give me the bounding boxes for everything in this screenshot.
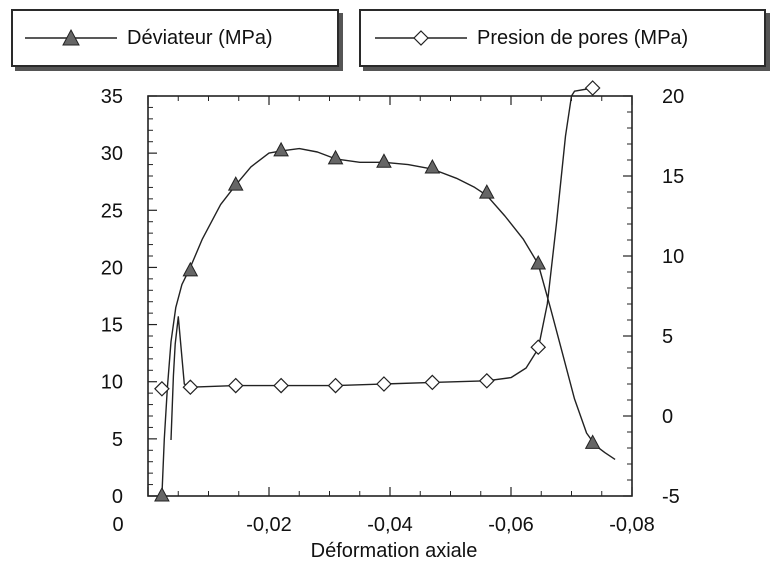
pore-pressure-legend-line-icon bbox=[375, 30, 467, 46]
y-right-tick-label: 15 bbox=[662, 166, 684, 188]
x-axis-title: Déformation axiale bbox=[311, 540, 478, 562]
y-right-tick-label: 0 bbox=[662, 406, 673, 428]
deviateur-marker bbox=[376, 153, 392, 168]
deviateur-marker bbox=[584, 434, 601, 449]
legend-label-pore-pressure: Presion de pores (MPa) bbox=[477, 26, 689, 49]
deviateur-marker bbox=[182, 261, 199, 277]
x-tick-label: -0,06 bbox=[488, 514, 534, 536]
pore-pressure-marker bbox=[478, 372, 495, 389]
y-left-tick-label: 15 bbox=[101, 315, 123, 337]
deviateur-marker bbox=[227, 176, 244, 191]
deviateur-marker bbox=[424, 158, 441, 174]
y-right-tick-label: -5 bbox=[662, 486, 680, 508]
pore-pressure-marker bbox=[327, 377, 344, 394]
deviateur-marker bbox=[273, 141, 289, 157]
legend-pore-pressure: Presion de pores (MPa) bbox=[359, 9, 766, 67]
plot-frame bbox=[147, 95, 633, 497]
deviateur-marker bbox=[530, 254, 547, 270]
legend-label-deviateur: Déviateur (MPa) bbox=[127, 26, 273, 49]
deviateur-marker bbox=[154, 486, 170, 502]
pore-pressure-marker bbox=[182, 379, 199, 396]
pore-pressure-marker bbox=[530, 339, 547, 356]
pore-pressure-marker bbox=[584, 80, 601, 96]
y-left-tick-label: 0 bbox=[112, 486, 123, 508]
x-tick-label: -0,08 bbox=[609, 514, 655, 536]
y-left-tick-label: 20 bbox=[101, 257, 123, 279]
deviateur-marker bbox=[478, 184, 495, 199]
pore-pressure-marker bbox=[154, 380, 170, 397]
legend-deviateur: Déviateur (MPa) bbox=[11, 9, 339, 67]
y-left-tick-label: 10 bbox=[101, 372, 123, 394]
deviateur-legend-line-icon bbox=[25, 28, 117, 46]
y-left-tick-label: 30 bbox=[101, 143, 123, 165]
pore-pressure-marker bbox=[273, 377, 289, 394]
x-tick-label: 0 bbox=[112, 514, 123, 536]
x-tick-label: -0,02 bbox=[246, 514, 292, 536]
x-tick-label: -0,04 bbox=[367, 514, 413, 536]
y-left-tick-label: 35 bbox=[101, 86, 123, 108]
pore-pressure-marker bbox=[424, 374, 441, 391]
y-right-tick-label: 5 bbox=[662, 326, 673, 348]
deviateur-marker bbox=[327, 149, 344, 165]
y-right-tick-label: 10 bbox=[662, 246, 684, 268]
deviateur-line bbox=[161, 147, 616, 497]
pore-pressure-marker bbox=[376, 376, 392, 392]
y-left-tick-label: 5 bbox=[112, 429, 123, 451]
y-left-tick-label: 25 bbox=[101, 200, 123, 222]
pore-pressure-marker bbox=[227, 377, 244, 394]
y-right-tick-label: 20 bbox=[662, 86, 684, 108]
